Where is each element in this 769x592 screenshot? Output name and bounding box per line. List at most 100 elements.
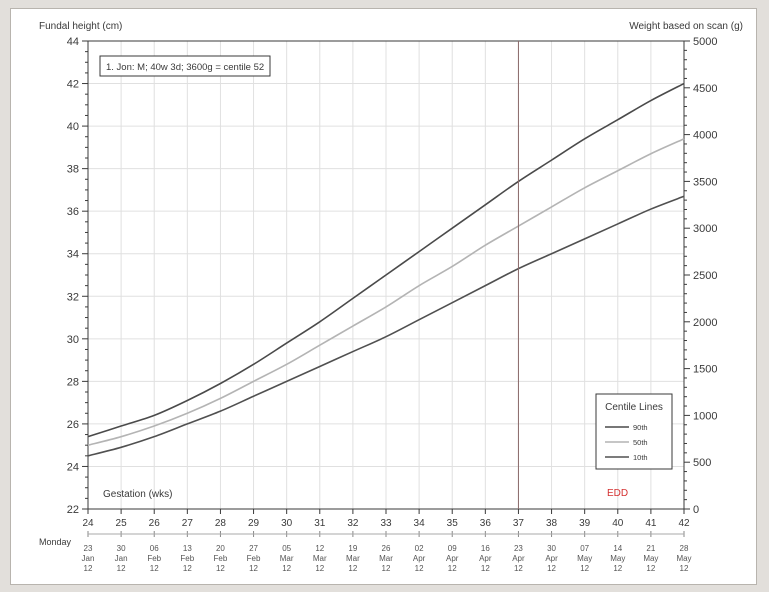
x-tick-label: 28 bbox=[215, 518, 227, 529]
date-label: 12 bbox=[249, 564, 258, 573]
date-label: May bbox=[577, 554, 592, 563]
legend: Centile Lines 90th 50th 10th bbox=[595, 393, 673, 470]
x-axis: 24 25 26 27 28 29 30 31 32 33 34 35 36 37 38 39 40 41 42 bbox=[82, 509, 690, 529]
y-tick-label: 22 bbox=[67, 504, 79, 516]
date-label: 07 bbox=[580, 544, 589, 553]
date-label: 12 bbox=[315, 544, 324, 553]
x-tick-label: 24 bbox=[82, 518, 94, 529]
date-label: 12 bbox=[646, 564, 655, 573]
y-axis-left: 22 24 26 28 30 32 34 36 38 40 42 44 bbox=[67, 36, 88, 516]
x-tick-label: 26 bbox=[149, 518, 161, 529]
x-tick-label: 30 bbox=[281, 518, 293, 529]
date-label: May bbox=[676, 554, 691, 563]
y2-tick-label: 1000 bbox=[693, 410, 717, 422]
date-label: 23 bbox=[514, 544, 523, 553]
date-row: 23Jan1230Jan1206Feb1213Feb1220Feb1227Feb… bbox=[82, 531, 692, 573]
date-label: 12 bbox=[117, 564, 126, 573]
y-tick-label: 32 bbox=[67, 291, 79, 303]
x-tick-label: 32 bbox=[347, 518, 359, 529]
date-label: 30 bbox=[547, 544, 556, 553]
date-label: Mar bbox=[346, 554, 360, 563]
date-row-label: Monday bbox=[39, 537, 72, 547]
date-label: 12 bbox=[216, 564, 225, 573]
x-tick-label: 33 bbox=[380, 518, 392, 529]
x-tick-label: 40 bbox=[612, 518, 624, 529]
date-label: 13 bbox=[183, 544, 192, 553]
date-label: 12 bbox=[580, 564, 589, 573]
date-label: 12 bbox=[415, 564, 424, 573]
date-label: 06 bbox=[150, 544, 159, 553]
y-tick-label: 42 bbox=[67, 79, 79, 91]
date-label: 28 bbox=[680, 544, 689, 553]
y-tick-label: 30 bbox=[67, 334, 79, 346]
series-line-10th bbox=[87, 195, 685, 457]
edd-label: EDD bbox=[607, 488, 628, 499]
y2-tick-label: 0 bbox=[693, 504, 699, 516]
x-tick-label: 25 bbox=[116, 518, 128, 529]
date-label: 20 bbox=[216, 544, 225, 553]
y2-tick-label: 2000 bbox=[693, 317, 717, 329]
date-label: 19 bbox=[348, 544, 357, 553]
date-label: Jan bbox=[82, 554, 95, 563]
date-label: Apr bbox=[479, 554, 492, 563]
date-label: 12 bbox=[481, 564, 490, 573]
date-label: 26 bbox=[382, 544, 391, 553]
y2-tick-label: 4500 bbox=[693, 83, 717, 95]
date-label: 27 bbox=[249, 544, 258, 553]
x-axis-label: Gestation (wks) bbox=[103, 489, 172, 500]
date-label: 12 bbox=[547, 564, 556, 573]
date-label: Jan bbox=[115, 554, 128, 563]
date-label: 12 bbox=[315, 564, 324, 573]
y-axis-label: Fundal height (cm) bbox=[39, 21, 122, 32]
y-tick-label: 26 bbox=[67, 419, 79, 431]
y-tick-label: 34 bbox=[67, 249, 79, 261]
series-line-50th bbox=[87, 138, 685, 446]
legend-entry: 10th bbox=[633, 453, 648, 462]
date-label: 30 bbox=[117, 544, 126, 553]
date-label: Feb bbox=[247, 554, 261, 563]
date-label: 12 bbox=[348, 564, 357, 573]
date-label: 12 bbox=[613, 564, 622, 573]
x-tick-label: 39 bbox=[579, 518, 591, 529]
y2-tick-label: 1500 bbox=[693, 364, 717, 376]
y2-tick-label: 3000 bbox=[693, 223, 717, 235]
date-label: 12 bbox=[282, 564, 291, 573]
series-line-90th bbox=[87, 82, 685, 438]
date-label: 12 bbox=[183, 564, 192, 573]
date-label: 23 bbox=[84, 544, 93, 553]
y2-tick-label: 500 bbox=[693, 457, 711, 469]
y-tick-label: 36 bbox=[67, 206, 79, 218]
date-label: 05 bbox=[282, 544, 291, 553]
date-label: 12 bbox=[382, 564, 391, 573]
annotation-text: 1. Jon: M; 40w 3d; 3600g = centile 52 bbox=[106, 62, 264, 73]
x-tick-label: 38 bbox=[546, 518, 558, 529]
x-tick-label: 37 bbox=[513, 518, 525, 529]
centile-series bbox=[87, 82, 685, 457]
date-label: 09 bbox=[448, 544, 457, 553]
date-label: May bbox=[643, 554, 658, 563]
x-tick-label: 27 bbox=[182, 518, 194, 529]
date-label: Mar bbox=[313, 554, 327, 563]
date-label: Apr bbox=[413, 554, 426, 563]
date-label: 12 bbox=[84, 564, 93, 573]
date-label: Apr bbox=[512, 554, 525, 563]
y-tick-label: 28 bbox=[67, 376, 79, 388]
date-label: 12 bbox=[150, 564, 159, 573]
y2-tick-label: 4000 bbox=[693, 130, 717, 142]
date-label: 21 bbox=[646, 544, 655, 553]
date-label: Mar bbox=[280, 554, 294, 563]
legend-title: Centile Lines bbox=[605, 402, 663, 413]
x-tick-label: 41 bbox=[645, 518, 657, 529]
date-label: Feb bbox=[180, 554, 194, 563]
date-label: 02 bbox=[415, 544, 424, 553]
x-tick-label: 34 bbox=[414, 518, 426, 529]
x-tick-label: 42 bbox=[678, 518, 690, 529]
y2-tick-label: 5000 bbox=[693, 36, 717, 48]
date-label: Apr bbox=[446, 554, 459, 563]
y-axis-right: 0 500 1000 1500 2000 2500 3000 3500 4000 4500 5000 bbox=[684, 36, 717, 516]
date-label: Feb bbox=[147, 554, 161, 563]
x-tick-label: 36 bbox=[480, 518, 492, 529]
x-tick-label: 29 bbox=[248, 518, 260, 529]
y-tick-label: 44 bbox=[67, 36, 79, 48]
x-tick-label: 35 bbox=[447, 518, 459, 529]
